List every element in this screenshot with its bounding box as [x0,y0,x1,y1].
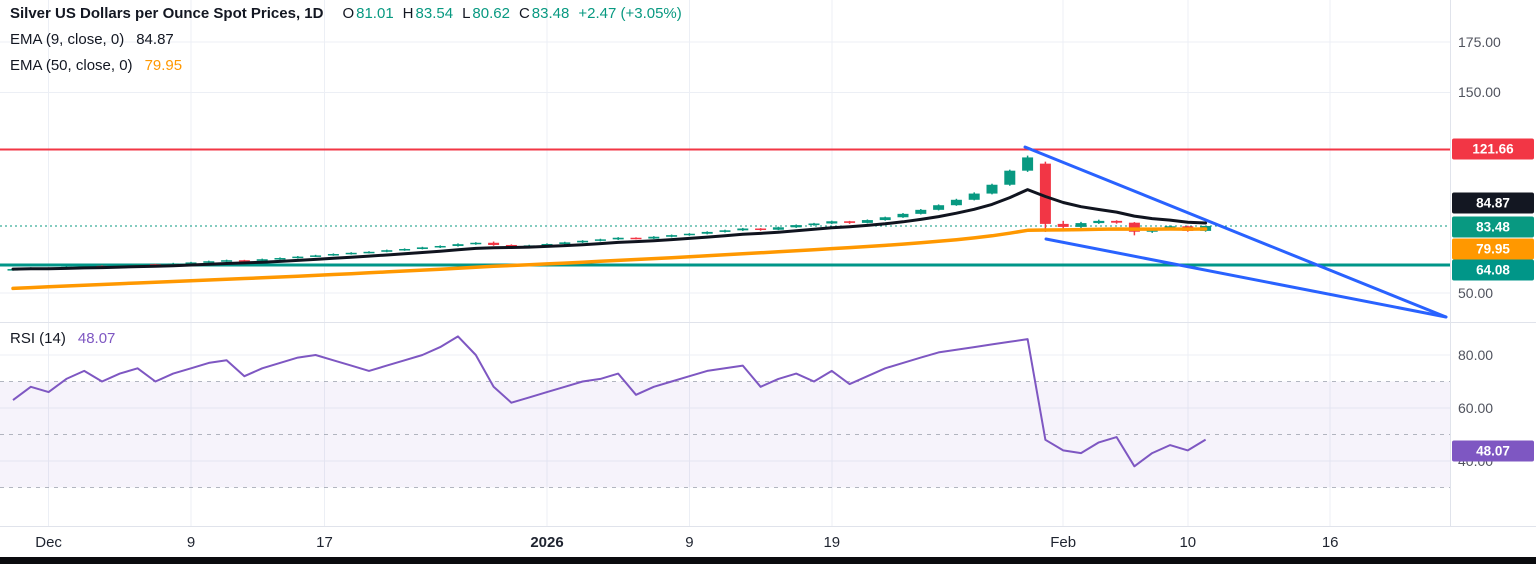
time-axis-label: 19 [823,534,841,551]
time-axis-label: Dec [35,534,62,551]
last-price-badge: 83.48 [1452,216,1534,238]
time-axis-label: 9 [186,534,196,551]
open-label: O [342,5,355,22]
price-pane-legend: Silver US Dollars per Ounce Spot Prices,… [10,5,682,83]
ema9-label: EMA (9, close, 0) [10,31,125,48]
rsi-value-badge: 48.07 [1452,440,1534,462]
ema50-value-badge: 79.95 [1452,238,1534,260]
high-value: 83.54 [415,5,454,22]
low-label: L [462,5,471,22]
ema50-label: EMA (50, close, 0) [10,57,133,74]
ema9-row[interactable]: EMA (9, close, 0) 84.87 [10,31,682,57]
rsi-axis-tick: 60.00 [1458,400,1494,416]
rsi-value: 48.07 [77,330,116,347]
rsi-row[interactable]: RSI (14) 48.07 [10,330,115,356]
time-axis-label: 10 [1179,534,1197,551]
price-axis-tick: 175.00 [1458,34,1501,51]
time-axis-label: 16 [1321,534,1339,551]
low-value: 80.62 [472,5,510,22]
ema9-value-badge: 84.87 [1452,192,1534,214]
open-value: 81.01 [356,5,394,22]
ema50-value: 79.95 [144,57,183,74]
support-level-badge: 64.08 [1452,259,1534,281]
ema50-row[interactable]: EMA (50, close, 0) 79.95 [10,57,682,83]
price-axis-tick: 150.00 [1458,84,1501,101]
time-axis-label: 17 [316,534,333,551]
time-axis-label: Feb [1050,534,1077,551]
close-label: C [518,5,530,22]
price-axis[interactable]: 175.00150.0050.0080.0060.0040.00121.6684… [1450,0,1536,527]
symbol-title: Silver US Dollars per Ounce Spot Prices,… [10,5,324,22]
high-label: H [402,5,414,22]
rsi-label: RSI (14) [10,330,66,347]
price-axis-tick: 50.00 [1458,285,1494,302]
close-value: 83.48 [531,5,570,22]
bottom-bar [0,557,1536,564]
change-value: +2.47 (+3.05%) [578,5,682,22]
rsi-pane-legend[interactable]: RSI (14) 48.07 [10,330,115,356]
time-axis-label: 9 [685,534,694,551]
time-axis-label: 2026 [530,534,564,551]
symbol-row[interactable]: Silver US Dollars per Ounce Spot Prices,… [10,5,682,31]
ema9-value: 84.87 [136,31,174,48]
chart-canvas[interactable] [0,0,1536,530]
resistance-level-badge: 121.66 [1452,138,1534,160]
rsi-axis-tick: 80.00 [1458,347,1494,363]
time-axis[interactable]: Dec 9 17 2026 9 19 Feb 10 16 [0,527,1536,557]
